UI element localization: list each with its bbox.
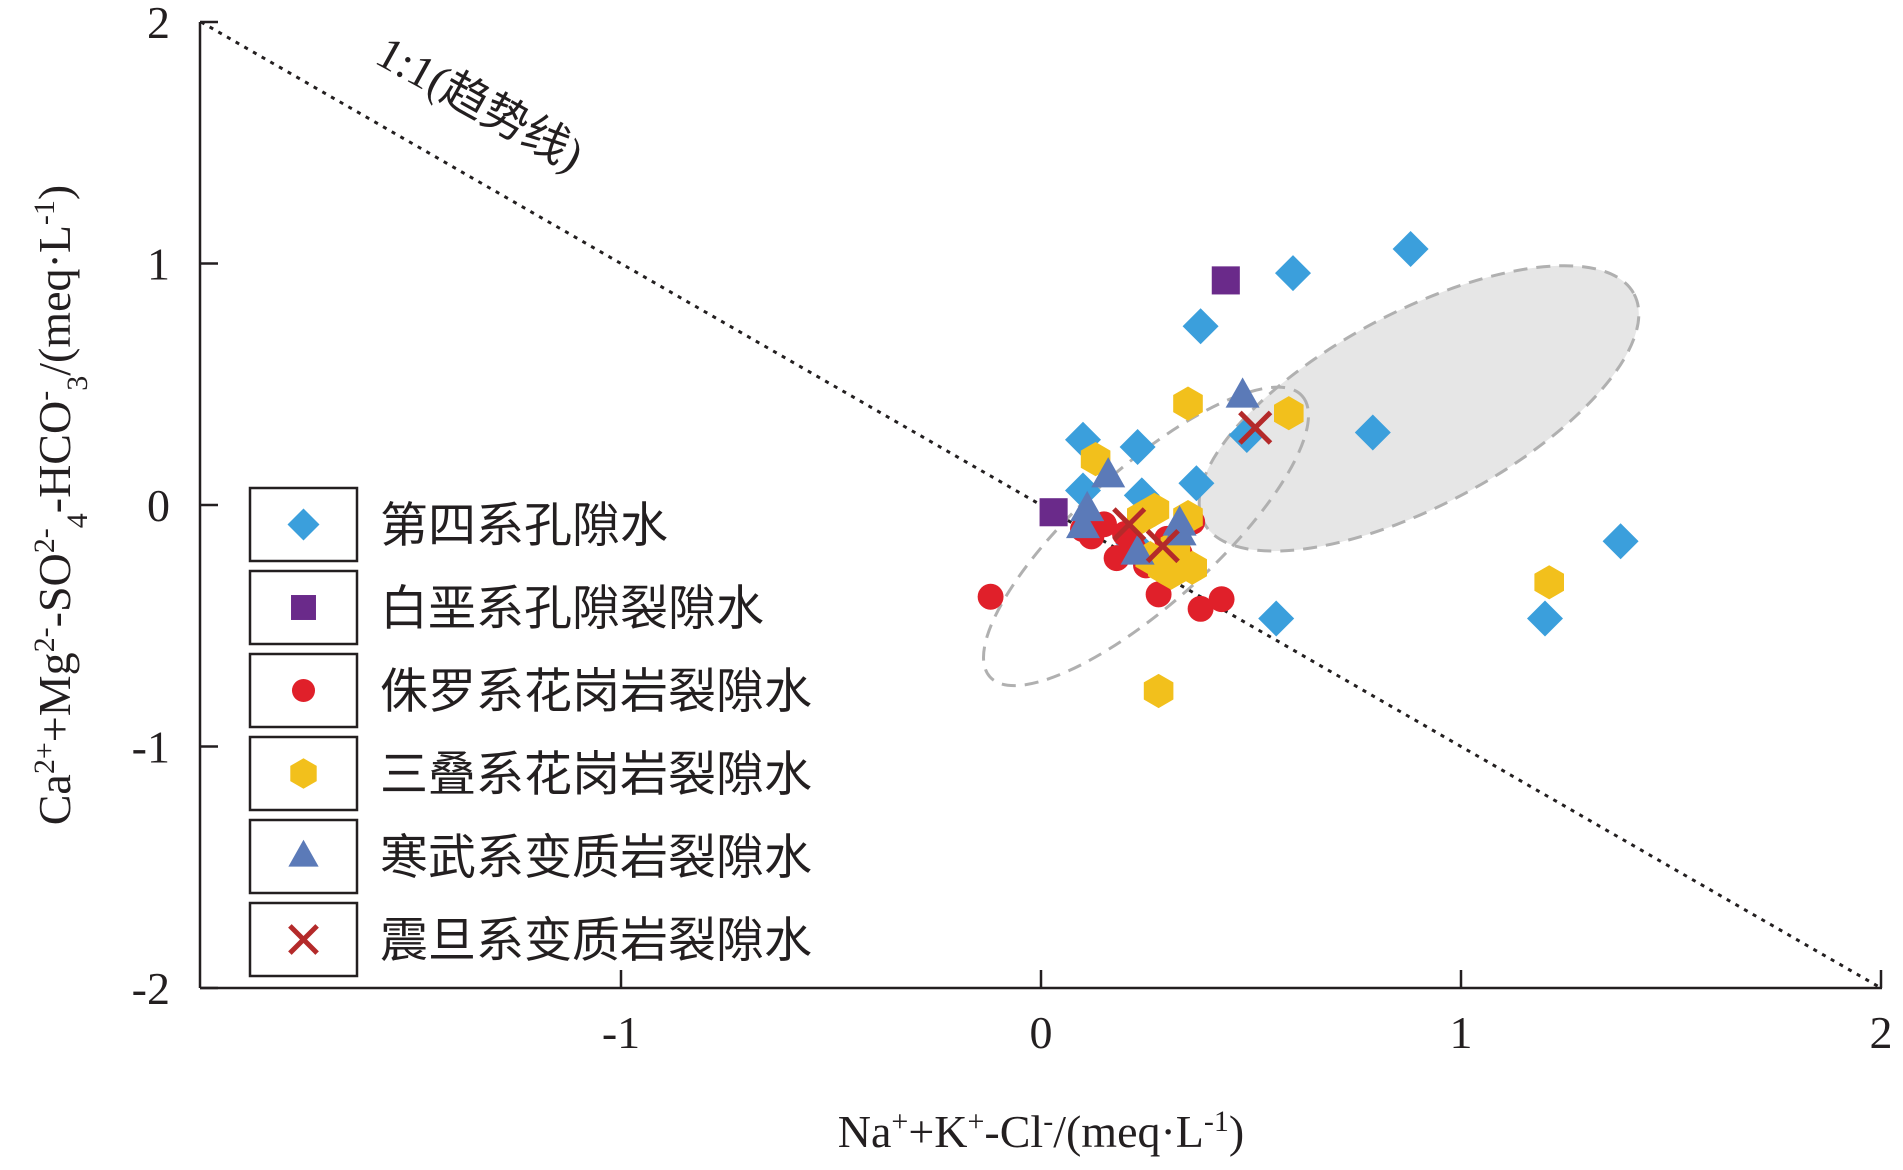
- series-1: [1065, 231, 1639, 637]
- legend-label: 寒武系变质岩裂隙水: [380, 830, 812, 886]
- x-axis-title-part: -1: [1204, 1105, 1229, 1138]
- data-point: [1225, 377, 1260, 408]
- series-2: [1039, 266, 1240, 527]
- y-tick-label: -2: [132, 963, 170, 1014]
- y-axis-title-part: +Mg: [29, 652, 80, 742]
- x-axis-title-part: +: [967, 1105, 984, 1138]
- group-ellipses: [982, 264, 1641, 688]
- x-axis-title-part: /(meq·L: [1053, 1106, 1204, 1157]
- legend-marker: [290, 758, 317, 789]
- y-tick-label: -1: [132, 722, 170, 773]
- y-tick-label: 2: [147, 0, 170, 48]
- data-points: [977, 231, 1639, 709]
- legend-marker: [288, 839, 319, 867]
- x-tick-label: -1: [602, 1007, 640, 1058]
- x-axis-title-part: ): [1229, 1106, 1244, 1157]
- x-axis-title-part: Na: [838, 1106, 892, 1157]
- data-point: [1145, 528, 1180, 564]
- x-tick-label: 1: [1450, 1007, 1473, 1058]
- data-point: [1258, 600, 1295, 637]
- data-point: [1070, 490, 1105, 522]
- y-axis-title-part: 2+: [28, 742, 61, 774]
- data-point: [1182, 308, 1219, 345]
- trend-line-1-1: [200, 20, 1882, 990]
- data-point: [1120, 534, 1155, 565]
- x-axis-title-part: -: [1043, 1105, 1053, 1138]
- legend-marker: [287, 508, 320, 541]
- y-tick-label: 0: [147, 480, 170, 531]
- data-point-stroke: [1112, 507, 1147, 542]
- series-4: [1080, 386, 1564, 709]
- y-tick-label: 1: [147, 239, 170, 290]
- data-point: [1065, 507, 1101, 539]
- data-point: [977, 583, 1004, 610]
- y-axis-title-part: -SO: [29, 553, 80, 627]
- data-point-stroke: [1145, 528, 1180, 564]
- data-point: [1274, 396, 1304, 431]
- data-point: [1392, 231, 1429, 268]
- data-point: [1145, 581, 1172, 608]
- data-point: [1534, 565, 1564, 600]
- legend-marker: [291, 678, 316, 703]
- y-axis-title-part: 2-: [28, 528, 61, 553]
- data-point: [1177, 550, 1207, 585]
- legend-marker-stroke: [288, 924, 319, 955]
- legend-marker: [288, 924, 319, 955]
- axis-ticks: -1 0 1 2 -2 -1 0 1 2: [132, 0, 1893, 1058]
- x-tick-label: 2: [1870, 1007, 1893, 1058]
- data-point: [1275, 255, 1311, 292]
- trend-line-label: 1:1(趋势线): [368, 26, 592, 181]
- y-axis-title-part: -HCO: [29, 401, 80, 513]
- data-point: [1173, 386, 1203, 421]
- data-point-stroke: [1238, 410, 1273, 445]
- y-axis-title-part: -: [28, 391, 61, 401]
- legend-label: 白垩系孔隙裂隙水: [380, 581, 764, 637]
- x-axis-title: Na++K+-Cl-/(meq·L-1): [838, 1105, 1244, 1158]
- data-point: [1091, 457, 1126, 488]
- legend-swatch-box: [248, 569, 359, 646]
- data-point: [1112, 507, 1147, 542]
- y-axis-title-part: 4: [61, 513, 94, 528]
- legend: 第四系孔隙水白垩系孔隙裂隙水侏罗系花岗岩裂隙水三叠系花岗岩裂隙水寒武系变质岩裂隙…: [248, 486, 812, 978]
- y-axis-title-part: Ca: [29, 774, 80, 825]
- legend-marker: [291, 595, 316, 620]
- data-point: [1123, 477, 1160, 514]
- x-axis-title-part: +K: [908, 1106, 967, 1157]
- y-axis-title-part: -1: [28, 200, 61, 225]
- x-tick-label: 0: [1030, 1007, 1053, 1058]
- data-point: [1139, 492, 1170, 527]
- data-point: [1211, 266, 1240, 295]
- data-point: [1527, 600, 1563, 637]
- x-axis-title-part: -Cl: [984, 1106, 1043, 1157]
- data-point: [1143, 673, 1174, 709]
- series-6: [1112, 410, 1273, 564]
- data-point: [1119, 429, 1156, 466]
- x-axis-title-part: +: [891, 1105, 908, 1138]
- y-axis-title: Ca2++Mg2--SO2-4-HCO-3/(meq·L-1): [28, 185, 94, 826]
- legend-label: 震旦系变质岩裂隙水: [380, 913, 812, 969]
- y-axis-title-part: 2-: [28, 627, 61, 652]
- data-point: [1208, 586, 1235, 613]
- legend-label: 三叠系花岗岩裂隙水: [380, 747, 812, 803]
- y-axis-title-part: /(meq·L: [29, 225, 80, 376]
- data-point: [1187, 595, 1214, 622]
- y-axis-title-part: 3: [61, 376, 94, 391]
- legend-label: 第四系孔隙水: [380, 498, 668, 554]
- legend-label: 侏罗系花岗岩裂隙水: [380, 664, 812, 720]
- data-point: [1039, 498, 1068, 527]
- y-axis-title-part: ): [29, 185, 80, 200]
- data-point: [1238, 410, 1273, 445]
- legend-swatch-box: [248, 735, 359, 812]
- data-point: [1354, 414, 1391, 451]
- data-point: [1178, 465, 1215, 502]
- data-point: [1602, 523, 1639, 560]
